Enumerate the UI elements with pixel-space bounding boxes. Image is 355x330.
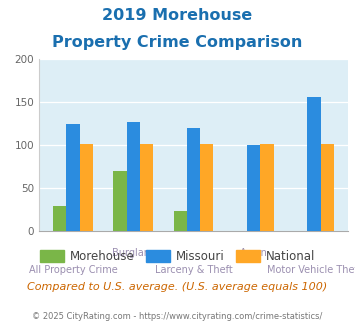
Bar — [80, 144, 93, 231]
Bar — [66, 124, 80, 231]
Bar — [260, 144, 274, 231]
Text: Property Crime Comparison: Property Crime Comparison — [52, 35, 303, 50]
Text: © 2025 CityRating.com - https://www.cityrating.com/crime-statistics/: © 2025 CityRating.com - https://www.city… — [32, 312, 323, 321]
Text: Arson: Arson — [240, 248, 268, 258]
Bar — [174, 211, 187, 231]
Bar — [321, 144, 334, 231]
Bar — [307, 97, 321, 231]
Text: Motor Vehicle Theft: Motor Vehicle Theft — [267, 265, 355, 275]
Bar — [140, 144, 153, 231]
Text: Burglary: Burglary — [113, 248, 154, 258]
Text: All Property Crime: All Property Crime — [29, 265, 118, 275]
Bar — [113, 171, 127, 231]
Bar — [187, 128, 200, 231]
Text: Larceny & Theft: Larceny & Theft — [154, 265, 233, 275]
Bar — [127, 122, 140, 231]
Text: Compared to U.S. average. (U.S. average equals 100): Compared to U.S. average. (U.S. average … — [27, 282, 328, 292]
Legend: Morehouse, Missouri, National: Morehouse, Missouri, National — [35, 245, 320, 268]
Bar — [53, 206, 66, 231]
Bar — [247, 145, 260, 231]
Bar — [200, 144, 213, 231]
Text: 2019 Morehouse: 2019 Morehouse — [102, 8, 253, 23]
